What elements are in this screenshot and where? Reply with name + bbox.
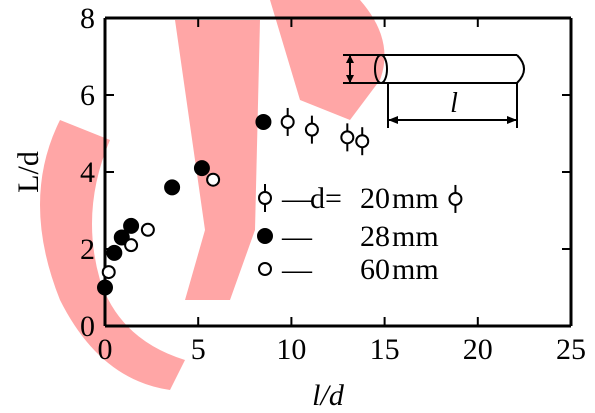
data-point bbox=[106, 244, 123, 261]
watermark-stroke-right bbox=[270, 0, 385, 120]
legend: —d= 20 mm— 28 mm— 60 mm bbox=[257, 182, 439, 286]
watermark-stroke-left bbox=[40, 120, 185, 390]
marker bbox=[340, 130, 355, 145]
marker bbox=[355, 134, 370, 149]
data-point bbox=[124, 238, 139, 253]
legend-entry: —d= 20 mm bbox=[258, 182, 439, 215]
legend-unit: mm bbox=[392, 220, 439, 253]
data-point bbox=[164, 179, 181, 196]
y-tick-label: 0 bbox=[80, 310, 95, 343]
legend-value: 20 bbox=[360, 182, 390, 215]
series-1 bbox=[280, 107, 463, 213]
inset-diameter-arrowhead-bottom bbox=[346, 75, 354, 83]
marker bbox=[304, 122, 319, 137]
data-point bbox=[193, 160, 210, 177]
data-point bbox=[206, 172, 221, 187]
data-point bbox=[97, 279, 113, 296]
data-point bbox=[448, 184, 463, 213]
legend-value: 28 bbox=[360, 220, 390, 253]
legend-dash: — bbox=[281, 182, 313, 215]
marker bbox=[258, 191, 272, 205]
data-point bbox=[280, 107, 295, 136]
legend-unit: mm bbox=[392, 253, 439, 286]
data-point bbox=[304, 115, 319, 144]
x-tick-label: 0 bbox=[98, 333, 113, 366]
data-point bbox=[355, 127, 370, 156]
y-tick-label: 4 bbox=[80, 156, 95, 189]
inset-diameter-arrowhead-top bbox=[346, 55, 354, 63]
legend-entry: — 60 mm bbox=[258, 253, 439, 286]
series-3 bbox=[101, 172, 221, 280]
inset-length-label: l bbox=[450, 88, 458, 119]
watermark bbox=[40, 0, 385, 390]
data-point bbox=[140, 222, 155, 237]
inset-length-arrowhead-left bbox=[388, 116, 398, 124]
data-points bbox=[97, 107, 463, 296]
y-tick-label: 2 bbox=[80, 233, 95, 266]
data-point bbox=[123, 217, 140, 234]
legend-dash: — bbox=[281, 253, 313, 286]
legend-marker bbox=[258, 184, 272, 212]
x-tick-label: 5 bbox=[191, 333, 206, 366]
data-point bbox=[255, 113, 272, 130]
y-axis-title: L/d bbox=[12, 151, 45, 193]
x-axis-title: l/d bbox=[312, 379, 345, 412]
marker bbox=[280, 114, 295, 129]
y-tick-label: 6 bbox=[80, 79, 95, 112]
data-point bbox=[340, 123, 355, 152]
inset-right-end bbox=[516, 54, 525, 84]
legend-marker bbox=[257, 228, 273, 244]
data-point bbox=[101, 265, 116, 280]
legend-dash: — bbox=[281, 220, 313, 253]
legend-entry: — 28 mm bbox=[257, 220, 439, 253]
inset-diagram: l bbox=[343, 54, 525, 128]
series-2 bbox=[97, 113, 272, 296]
legend-marker bbox=[258, 262, 272, 276]
inset-length-arrowhead-right bbox=[507, 116, 517, 124]
x-tick-label: 20 bbox=[463, 333, 493, 366]
data-point bbox=[113, 229, 130, 246]
legend-prefix: d= bbox=[310, 182, 342, 215]
x-tick-label: 10 bbox=[276, 333, 306, 366]
x-tick-label: 15 bbox=[370, 333, 400, 366]
x-tick-label: 25 bbox=[556, 333, 586, 366]
legend-unit: mm bbox=[392, 182, 439, 215]
watermark-stroke-middle bbox=[175, 20, 260, 300]
x-ticks: 0 5 10 15 20 25 bbox=[98, 18, 586, 366]
legend-value: 60 bbox=[360, 253, 390, 286]
marker bbox=[448, 191, 463, 206]
y-ticks: 0 2 4 6 8 bbox=[80, 2, 571, 343]
y-tick-label: 8 bbox=[80, 2, 95, 35]
